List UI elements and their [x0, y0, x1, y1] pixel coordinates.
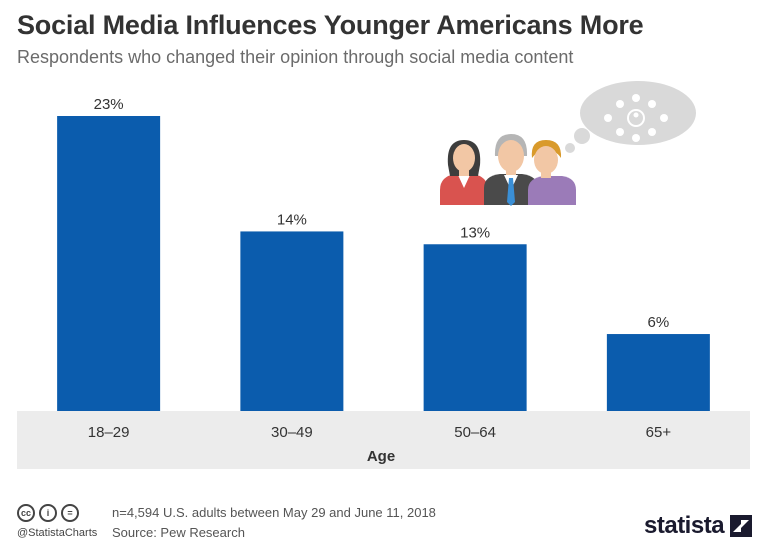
woman-icon	[440, 140, 488, 205]
value-label: 14%	[277, 211, 307, 228]
man-icon	[528, 140, 576, 205]
license-icons: cc i =	[17, 504, 79, 522]
bar-50–64	[423, 244, 527, 411]
thought-bubble-icon	[565, 81, 696, 153]
statista-logo[interactable]: statista	[644, 512, 753, 540]
man-icon	[484, 134, 538, 206]
bar-65+	[606, 334, 710, 411]
value-label: 13%	[460, 224, 490, 241]
cc-icon: cc	[17, 504, 35, 522]
value-label: 23%	[94, 96, 124, 113]
source-note: Source: Pew Research	[112, 525, 245, 540]
value-label: 6%	[648, 314, 670, 331]
tick-label: 65+	[646, 424, 672, 441]
twitter-handle[interactable]: @StatistaCharts	[17, 527, 98, 539]
tick-label: 30–49	[271, 424, 313, 441]
x-axis-band	[17, 411, 750, 469]
tick-label: 18–29	[88, 424, 130, 441]
tick-labels-group: 18–29 30–49 50–64 65+	[88, 424, 672, 441]
network-icon	[604, 94, 668, 142]
brand-name: statista	[644, 512, 725, 539]
value-labels-group: 23% 14% 13% 6%	[94, 96, 670, 331]
people-illustration	[440, 81, 696, 206]
bar-chart: 23% 14% 13% 6% 18–29 30–49 50–64 65+ Age	[17, 81, 750, 469]
bar-30–49	[240, 231, 344, 411]
chart-title: Social Media Influences Younger American…	[17, 10, 644, 40]
tick-label: 50–64	[454, 424, 496, 441]
sample-note: n=4,594 U.S. adults between May 29 and J…	[112, 505, 436, 520]
statista-mark-icon	[730, 515, 753, 537]
nd-icon: =	[61, 504, 79, 522]
bars-group	[57, 116, 710, 411]
x-axis-label: Age	[367, 448, 395, 465]
chart-subtitle: Respondents who changed their opinion th…	[17, 47, 574, 67]
bar-18–29	[57, 116, 161, 411]
by-icon: i	[39, 504, 57, 522]
